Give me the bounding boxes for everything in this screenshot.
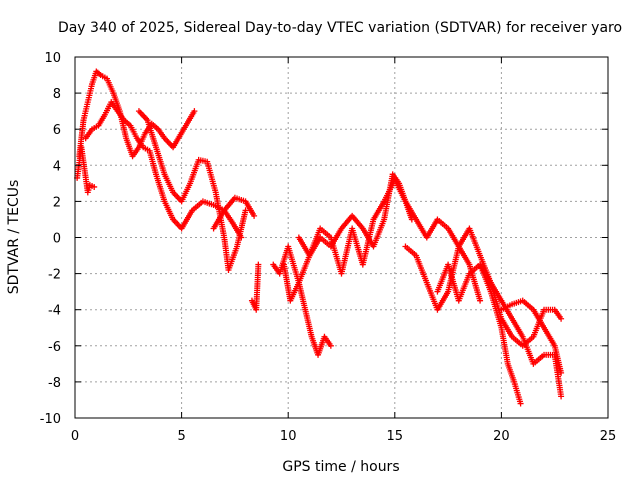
satellite-track-6: [248, 261, 262, 313]
y-tick-label: -2: [48, 268, 61, 283]
satellite-track-9: [295, 176, 484, 304]
satellite-track-2: [82, 99, 245, 241]
x-tick-label: 25: [600, 429, 617, 444]
y-tick-label: 4: [53, 159, 61, 174]
y-tick-label: -4: [48, 304, 61, 319]
satellite-track-12: [477, 261, 565, 400]
y-axis-label: SDTVAR / TECUs: [6, 180, 22, 295]
data-point: [517, 400, 524, 407]
data-point: [558, 369, 565, 376]
y-tick-label: 6: [53, 123, 61, 138]
x-tick-label: 0: [71, 429, 79, 444]
x-tick-label: 20: [493, 429, 510, 444]
y-tick-label: -6: [48, 340, 61, 355]
axis-ticks: 0 5 10 15 20 25 -10 -8 -6 -4 -2 0 2 4 6 8 10: [40, 51, 617, 444]
data-point: [255, 261, 262, 268]
y-tick-label: -8: [48, 376, 61, 391]
x-tick-label: 15: [387, 429, 404, 444]
data-points: [74, 68, 565, 407]
data-point: [91, 183, 98, 190]
data-point: [558, 315, 565, 322]
y-tick-label: 0: [53, 232, 61, 247]
x-tick-label: 10: [280, 429, 297, 444]
x-tick-label: 5: [177, 429, 185, 444]
data-point: [327, 342, 334, 349]
y-tick-label: 8: [53, 87, 61, 102]
satellite-track-5: [210, 194, 258, 232]
satellite-track-13: [498, 297, 565, 376]
data-point: [558, 393, 565, 400]
y-tick-label: -10: [40, 412, 61, 427]
grid: [75, 57, 608, 418]
satellite-track-3: [74, 144, 98, 196]
satellite-track-8: [280, 261, 334, 358]
y-tick-label: 2: [53, 195, 61, 210]
satellite-track-1: [76, 68, 198, 160]
x-axis-label: GPS time / hours: [282, 459, 399, 475]
data-point: [477, 297, 484, 304]
satellite-track-4: [135, 108, 249, 273]
data-point: [191, 108, 198, 115]
satellite-track-10: [402, 225, 565, 349]
data-point: [251, 212, 258, 219]
chart-title: Day 340 of 2025, Sidereal Day-to-day VTE…: [58, 20, 622, 36]
y-tick-label: 10: [44, 51, 61, 66]
data-point: [242, 207, 249, 214]
